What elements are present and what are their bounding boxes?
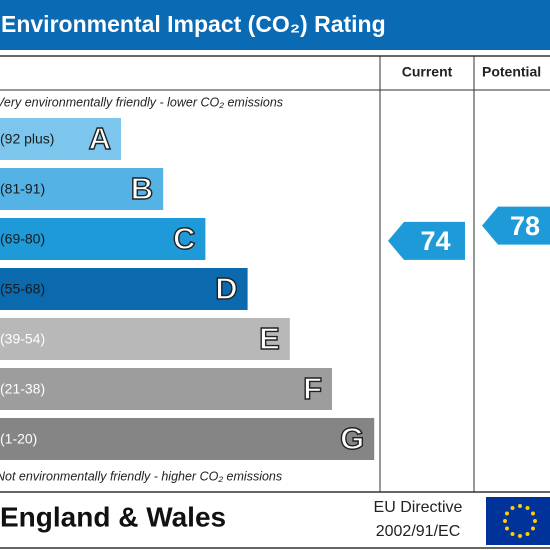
region: England & Wales xyxy=(0,501,226,532)
flag-star xyxy=(510,531,515,536)
band-range: (69-80) xyxy=(0,231,45,247)
current-header: Current xyxy=(402,64,453,80)
band-range: (92 plus) xyxy=(0,131,54,147)
band-range: (1-20) xyxy=(0,431,37,447)
band-range: (55-68) xyxy=(0,281,45,297)
band-bar xyxy=(0,168,164,210)
flag-star xyxy=(525,531,530,536)
flag-star xyxy=(510,506,515,511)
band-range: (21-38) xyxy=(0,381,45,397)
band-letter: D xyxy=(215,271,237,306)
flag-star xyxy=(518,504,522,508)
band-range: (81-91) xyxy=(0,181,45,197)
band-letter: B xyxy=(131,171,153,206)
title: Environmental Impact (CO₂) Rating xyxy=(1,11,386,37)
band-letter: A xyxy=(89,121,111,156)
band-letter: F xyxy=(303,371,322,406)
directive: 2002/91/EC xyxy=(376,523,461,540)
band-bar xyxy=(0,268,248,310)
flag-star xyxy=(533,519,537,523)
rating-arrow xyxy=(482,206,550,245)
band-letter: E xyxy=(259,321,280,356)
flag-star xyxy=(530,511,535,516)
potential-header: Potential xyxy=(482,64,541,80)
band-bar xyxy=(0,218,206,260)
band-letter: C xyxy=(173,221,195,256)
band-bar xyxy=(0,318,290,360)
title-bar xyxy=(0,0,550,50)
flag-star xyxy=(525,506,530,511)
band-range: (39-54) xyxy=(0,331,45,347)
flag-star xyxy=(518,534,522,538)
frame xyxy=(0,55,550,549)
rating-value: 74 xyxy=(420,226,450,256)
band-bar xyxy=(0,368,332,410)
top-note: Very environmentally friendly - lower CO… xyxy=(0,95,283,109)
eu-flag xyxy=(486,497,550,545)
band-letter: G xyxy=(340,421,364,456)
directive: EU Directive xyxy=(374,499,463,516)
flag-star xyxy=(530,526,535,531)
rating-value: 78 xyxy=(510,211,540,241)
band-bar xyxy=(0,118,121,160)
flag-star xyxy=(505,511,510,516)
bottom-note: Not environmentally friendly - higher CO… xyxy=(0,469,282,483)
flag-star xyxy=(505,526,510,531)
flag-star xyxy=(503,519,507,523)
rating-arrow xyxy=(388,221,465,260)
band-bar xyxy=(0,418,375,460)
